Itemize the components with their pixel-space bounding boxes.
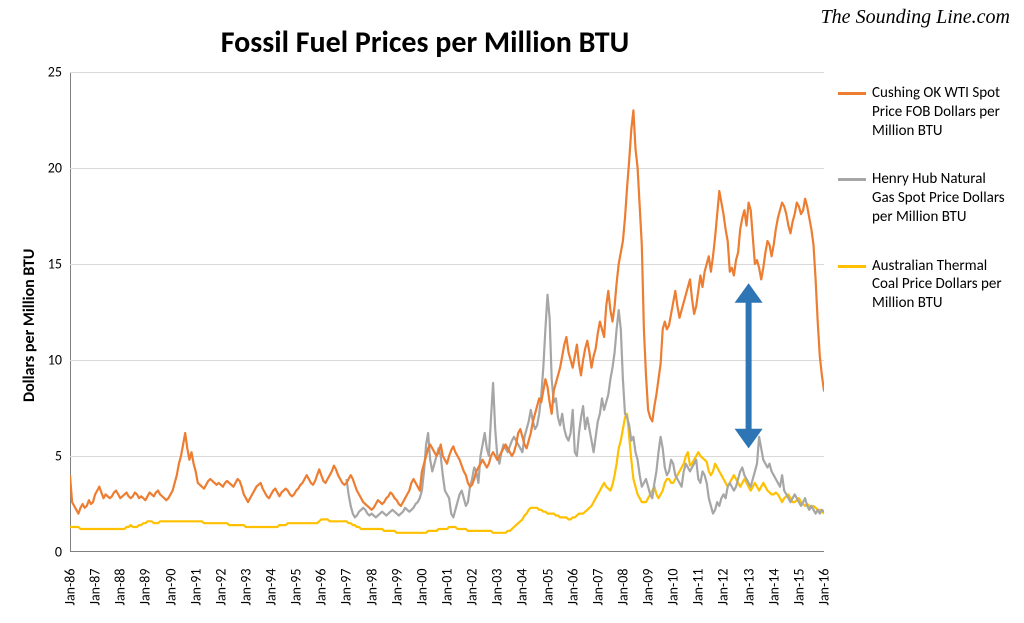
x-tick-label: Jan-04 xyxy=(514,569,531,606)
annotation-arrow xyxy=(735,283,763,448)
legend-swatch xyxy=(838,265,866,268)
series-wti xyxy=(70,110,824,513)
x-tick-label: Jan-92 xyxy=(212,569,229,606)
x-tick-label: Jan-14 xyxy=(765,569,782,606)
x-tick-label: Jan-89 xyxy=(137,569,154,606)
y-tick-label: 0 xyxy=(55,544,62,561)
x-tick-label: Jan-07 xyxy=(589,569,606,606)
x-tick-label: Jan-98 xyxy=(363,569,380,606)
legend-label: Henry Hub Natural Gas Spot Price Dollars… xyxy=(872,170,1008,226)
chart-title: Fossil Fuel Prices per Million BTU xyxy=(0,24,850,61)
x-tick-label: Jan-96 xyxy=(313,569,330,606)
y-tick-label: 15 xyxy=(48,256,62,273)
legend-entry-wti: Cushing OK WTI Spot Price FOB Dollars pe… xyxy=(838,84,1008,140)
x-tick-label: Jan-16 xyxy=(816,569,833,606)
legend-swatch xyxy=(838,178,866,181)
x-tick-label: Jan-00 xyxy=(413,569,430,606)
y-tick-label: 20 xyxy=(48,160,62,177)
x-tick-label: Jan-08 xyxy=(614,569,631,606)
x-tick-label: Jan-03 xyxy=(489,569,506,606)
series-coal xyxy=(70,414,824,533)
x-tick-label: Jan-11 xyxy=(690,569,707,606)
x-tick-label: Jan-86 xyxy=(62,569,79,606)
x-tick-label: Jan-02 xyxy=(464,569,481,606)
y-tick-label: 10 xyxy=(48,352,62,369)
x-tick-label: Jan-88 xyxy=(112,569,129,606)
x-tick-label: Jan-05 xyxy=(539,569,556,606)
x-tick-label: Jan-09 xyxy=(640,569,657,606)
legend-entry-gas: Henry Hub Natural Gas Spot Price Dollars… xyxy=(838,170,1008,226)
x-tick-label: Jan-97 xyxy=(338,569,355,606)
legend-label: Cushing OK WTI Spot Price FOB Dollars pe… xyxy=(872,84,1008,140)
x-tick-label: Jan-95 xyxy=(288,569,305,606)
y-tick-label: 25 xyxy=(48,64,62,81)
x-tick-label: Jan-87 xyxy=(87,569,104,606)
x-tick-label: Jan-93 xyxy=(237,569,254,606)
x-tick-label: Jan-99 xyxy=(388,569,405,606)
plot-area: 0510152025Jan-86Jan-87Jan-88Jan-89Jan-90… xyxy=(70,72,824,552)
legend-entry-coal: Australian Thermal Coal Price Dollars pe… xyxy=(838,257,1008,313)
y-tick-label: 5 xyxy=(55,448,62,465)
y-axis-title: Dollars per Million BTU xyxy=(20,249,39,402)
legend-label: Australian Thermal Coal Price Dollars pe… xyxy=(872,257,1008,313)
legend: Cushing OK WTI Spot Price FOB Dollars pe… xyxy=(838,84,1008,343)
series-gas xyxy=(347,295,825,518)
legend-swatch xyxy=(838,92,866,95)
x-tick-label: Jan-10 xyxy=(665,569,682,606)
x-tick-label: Jan-01 xyxy=(439,569,456,606)
x-tick-label: Jan-13 xyxy=(740,569,757,606)
x-tick-label: Jan-91 xyxy=(187,569,204,606)
x-tick-label: Jan-90 xyxy=(162,569,179,606)
x-tick-label: Jan-94 xyxy=(263,569,280,606)
x-tick-label: Jan-06 xyxy=(564,569,581,606)
series-svg xyxy=(70,72,824,552)
x-tick-label: Jan-15 xyxy=(790,569,807,606)
x-tick-label: Jan-12 xyxy=(715,569,732,606)
